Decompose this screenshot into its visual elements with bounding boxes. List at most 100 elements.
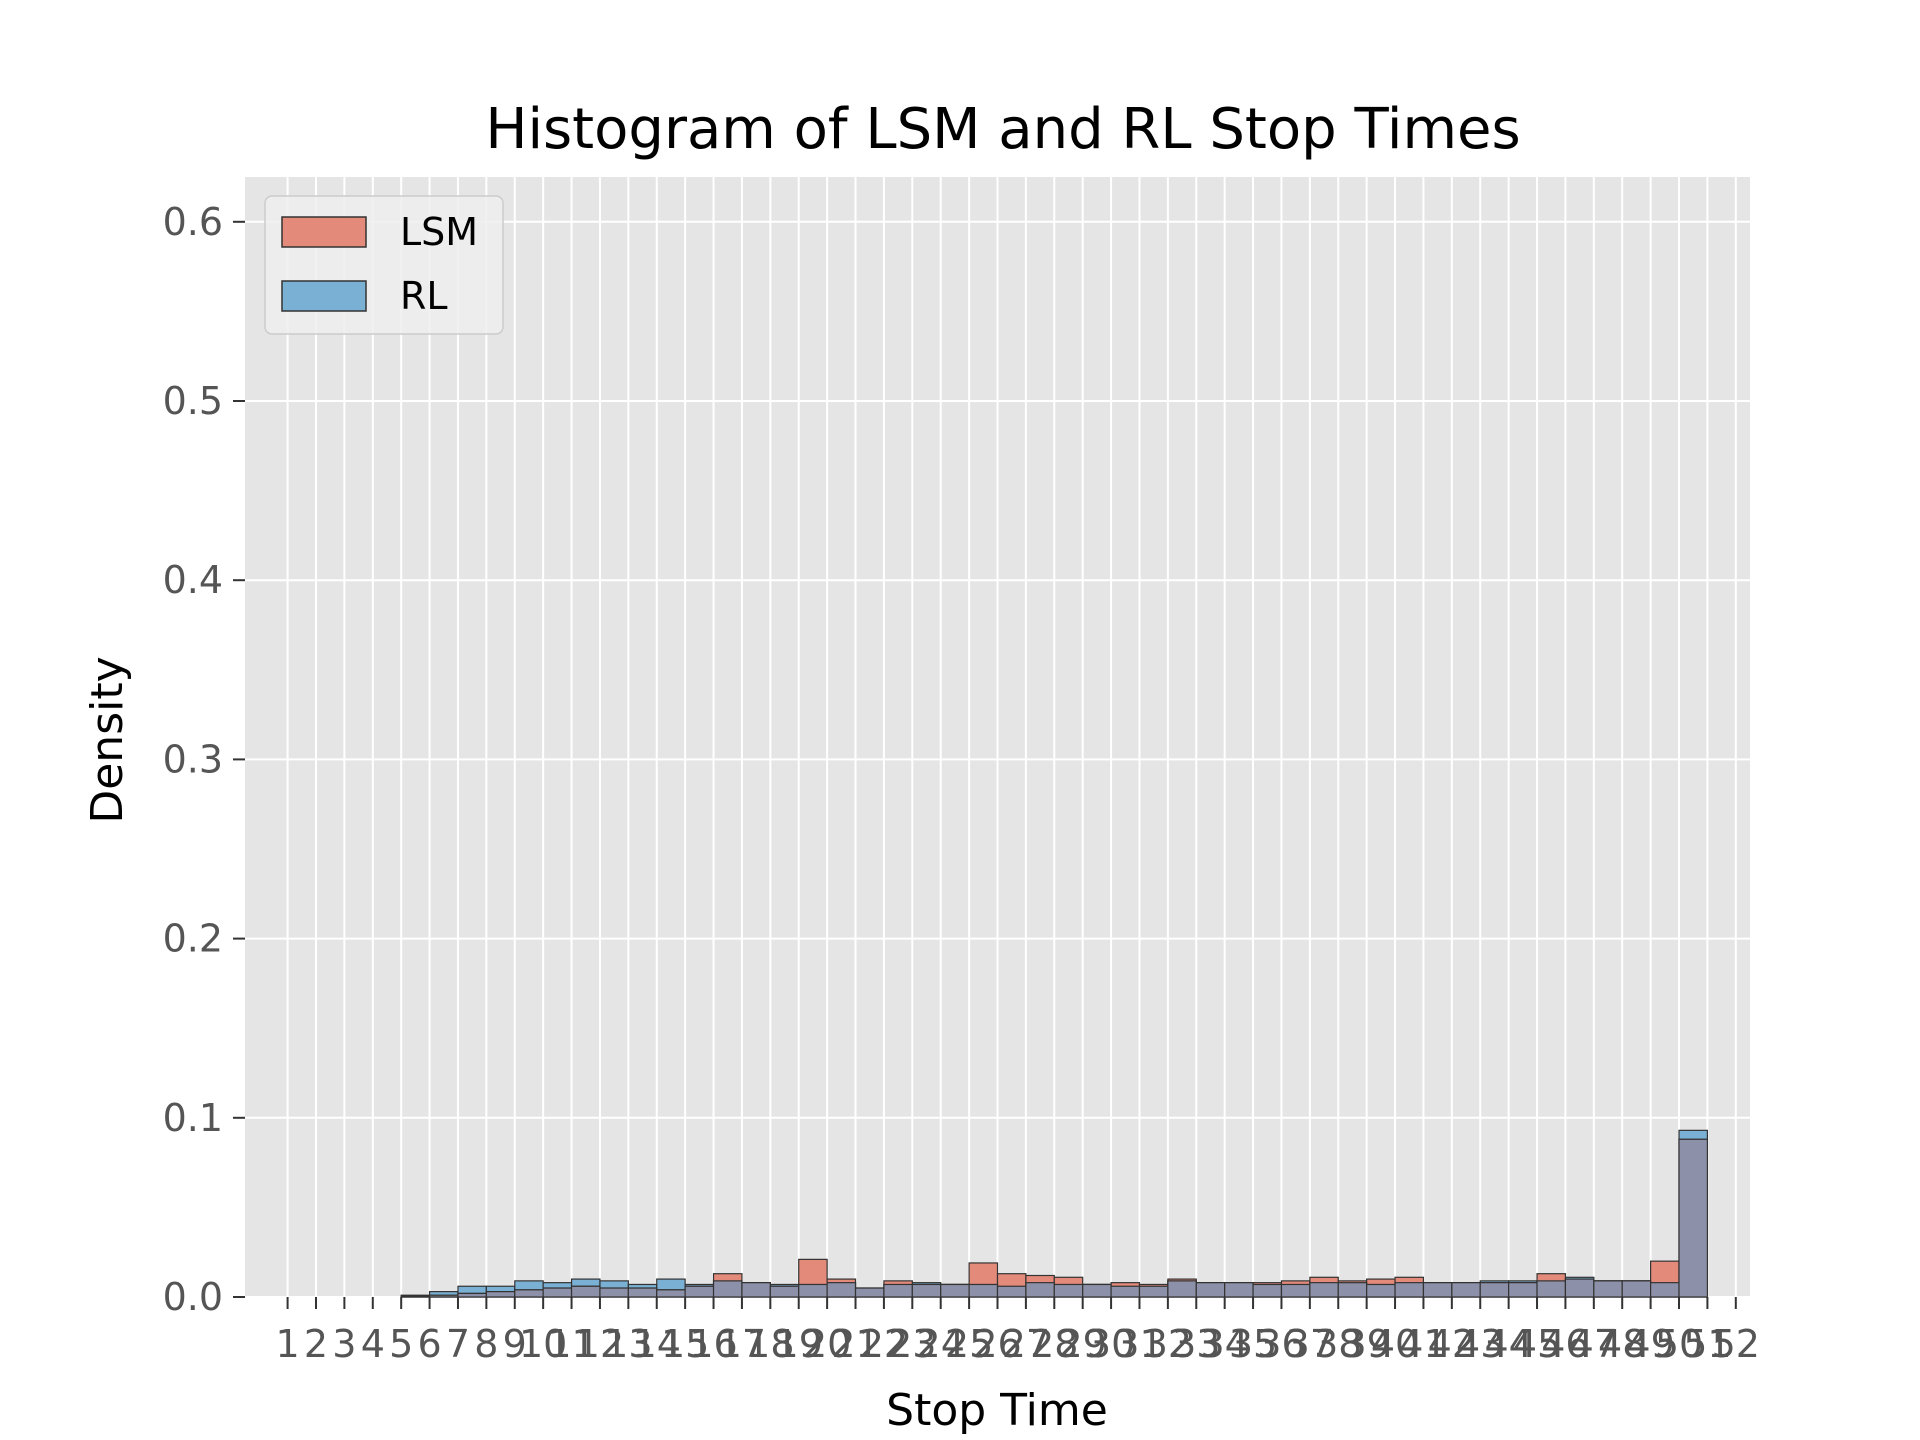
overlap-bar: [1621, 1280, 1652, 1298]
y-axis-label: Density: [82, 656, 133, 823]
x-tick-label: 36: [1257, 1322, 1305, 1366]
overlap-bar: [1394, 1282, 1425, 1298]
legend-rl-label: RL: [400, 274, 448, 318]
x-tick-label: 37: [1286, 1322, 1334, 1366]
x-tick-label: 12: [576, 1322, 624, 1366]
overlap-bar: [1309, 1282, 1339, 1298]
x-tick-label: 49: [1626, 1322, 1674, 1366]
overlap-bar: [1536, 1280, 1567, 1298]
x-tick-label: 45: [1513, 1322, 1561, 1366]
overlap-bar: [542, 1287, 573, 1298]
x-tick-label: 3: [332, 1322, 356, 1366]
x-tick-label: 9: [503, 1322, 527, 1366]
overlap-bar: [1110, 1285, 1141, 1298]
x-tick-label: 5: [389, 1322, 413, 1366]
x-tick-label: 20: [803, 1322, 851, 1366]
overlap-bar: [1650, 1282, 1680, 1298]
overlap-bar: [570, 1285, 601, 1298]
y-tick-label: 0.6: [163, 200, 223, 244]
overlap-bar: [1451, 1282, 1481, 1298]
x-tick-label: 1: [276, 1322, 300, 1366]
legend-lsm-swatch: [281, 216, 367, 248]
overlap-bar: [798, 1283, 828, 1298]
y-tick-label: 0.1: [163, 1096, 223, 1140]
x-tick-label: 42: [1428, 1322, 1476, 1366]
x-axis-label: Stop Time: [886, 1385, 1108, 1436]
x-tick-label: 35: [1229, 1322, 1277, 1366]
overlap-bar: [712, 1280, 743, 1298]
x-tick-label: 28: [1030, 1322, 1078, 1366]
x-tick-label: 23: [888, 1322, 936, 1366]
x-tick-label: 39: [1342, 1322, 1390, 1366]
x-tick-label: 31: [1115, 1322, 1163, 1366]
overlap-bar: [911, 1283, 942, 1298]
overlap-bar: [684, 1285, 715, 1298]
x-tick-label: 19: [775, 1322, 823, 1366]
y-tick-label: 0.5: [163, 379, 223, 423]
x-tick-label: 25: [945, 1322, 993, 1366]
x-tick-label: 13: [604, 1322, 652, 1366]
overlap-bar: [1195, 1282, 1226, 1298]
overlap-bar: [400, 1295, 431, 1298]
y-tick-label: 0.0: [163, 1275, 223, 1319]
x-tick-label: 43: [1456, 1322, 1504, 1366]
x-tick-label: 14: [633, 1322, 681, 1366]
x-tick-label: 4: [361, 1322, 385, 1366]
x-tick-label: 30: [1087, 1322, 1135, 1366]
legend-lsm-label: LSM: [400, 210, 478, 254]
overlap-bar: [457, 1292, 487, 1298]
overlap-bar: [1593, 1280, 1623, 1298]
overlap-bar: [627, 1287, 658, 1298]
x-tick-label: 27: [1002, 1322, 1050, 1366]
overlap-bar: [1252, 1283, 1283, 1298]
x-tick-label: 17: [718, 1322, 766, 1366]
overlap-bar: [1337, 1282, 1368, 1298]
x-tick-label: 10: [519, 1322, 567, 1366]
y-tick-label: 0.3: [163, 737, 223, 781]
overlap-bar: [1508, 1282, 1538, 1298]
overlap-bars: [400, 1138, 1709, 1298]
x-tick-label: 8: [474, 1322, 498, 1366]
x-tick-label: 51: [1683, 1322, 1731, 1366]
overlap-bar: [1224, 1282, 1254, 1298]
x-tick-label: 6: [417, 1322, 441, 1366]
x-tick-label: 26: [973, 1322, 1021, 1366]
x-tick-label: 11: [547, 1322, 595, 1366]
overlap-bar: [485, 1291, 516, 1298]
legend-rl-swatch: [281, 280, 367, 312]
x-tick-label: 18: [746, 1322, 794, 1366]
x-tick-label: 52: [1712, 1322, 1760, 1366]
chart-title: Histogram of LSM and RL Stop Times: [485, 97, 1520, 162]
y-tick-label: 0.4: [163, 558, 223, 602]
x-tick-label: 7: [446, 1322, 470, 1366]
x-tick-label: 47: [1570, 1322, 1618, 1366]
overlap-bar: [1025, 1282, 1055, 1298]
overlap-bar: [1167, 1280, 1197, 1298]
x-tick-label: 41: [1399, 1322, 1447, 1366]
overlap-bar: [741, 1282, 771, 1298]
overlap-bar: [968, 1283, 999, 1298]
y-axis-ticks: 0.0 0.1 0.2 0.3 0.4 0.5 0.6: [163, 200, 245, 1319]
overlap-bar: [1422, 1282, 1453, 1298]
overlap-bar: [599, 1287, 629, 1298]
x-tick-label: 50: [1655, 1322, 1703, 1366]
overlap-bar: [1053, 1283, 1084, 1298]
x-tick-label: 16: [689, 1322, 737, 1366]
overlap-bar: [826, 1282, 857, 1298]
x-tick-label: 21: [831, 1322, 879, 1366]
y-tick-label: 0.2: [163, 917, 223, 961]
overlap-bar: [1082, 1283, 1112, 1298]
overlap-bar: [940, 1283, 970, 1298]
overlap-bar: [1138, 1285, 1169, 1298]
overlap-bar: [1366, 1283, 1396, 1298]
overlap-bar: [1280, 1283, 1311, 1298]
x-tick-label: 33: [1172, 1322, 1220, 1366]
overlap-bar: [514, 1289, 544, 1298]
x-tick-label: 40: [1371, 1322, 1419, 1366]
legend: LSM RL: [264, 195, 504, 335]
x-tick-label: 32: [1144, 1322, 1192, 1366]
x-tick-label: 46: [1541, 1322, 1589, 1366]
x-tick-label: 15: [661, 1322, 709, 1366]
overlap-bar: [1479, 1282, 1510, 1298]
